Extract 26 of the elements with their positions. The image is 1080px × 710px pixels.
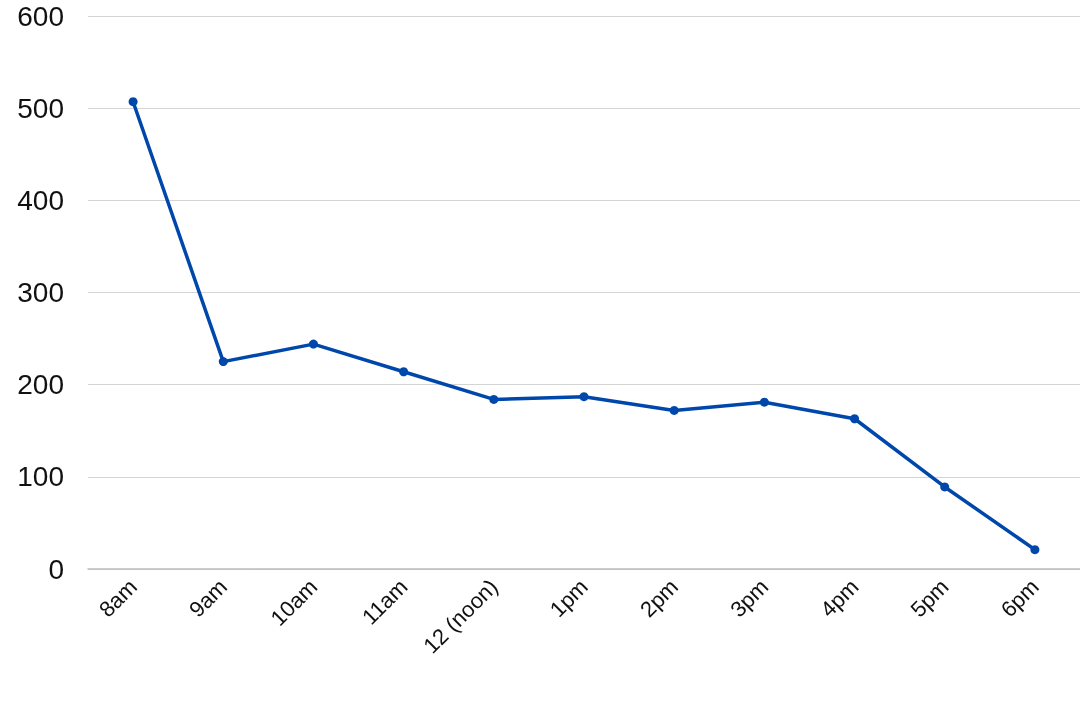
x-tick-label: 3pm xyxy=(725,574,774,623)
point xyxy=(489,394,499,404)
point xyxy=(128,97,138,107)
x-tick-label: 1pm xyxy=(544,574,593,623)
point xyxy=(759,397,769,407)
y-tick-label: 300 xyxy=(17,277,64,308)
y-tick-label: 500 xyxy=(17,92,64,124)
point xyxy=(669,405,679,415)
y-tick-label: 600 xyxy=(17,0,64,32)
y-tick-label: 200 xyxy=(17,369,64,401)
y-tick-label: 0 xyxy=(48,553,64,585)
point xyxy=(218,357,228,367)
x-tick-label: 8am xyxy=(94,574,142,623)
y-tick-label: 100 xyxy=(17,461,64,493)
point xyxy=(940,482,950,492)
point xyxy=(579,392,589,402)
x-tick-label: 5pm xyxy=(905,574,954,623)
x-tick-label: 2pm xyxy=(635,574,684,623)
x-tick-label: 4pm xyxy=(815,574,864,623)
x-tick-label: 9am xyxy=(184,574,233,623)
point xyxy=(399,367,409,377)
y-tick-label: 400 xyxy=(17,184,64,216)
point xyxy=(850,414,860,424)
x-tick-label: 6pm xyxy=(995,574,1044,623)
point xyxy=(308,339,318,349)
point xyxy=(1030,545,1040,555)
